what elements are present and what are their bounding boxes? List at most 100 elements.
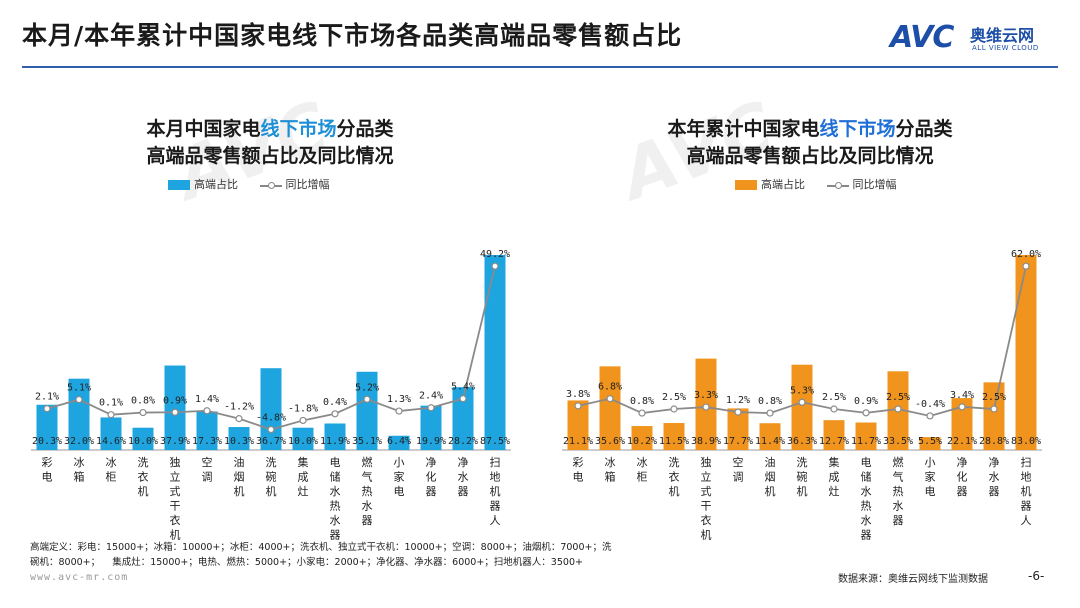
yoy-point xyxy=(459,395,467,403)
yoy-value-label: 5.1% xyxy=(67,383,91,394)
bar xyxy=(919,437,941,450)
category-label: 净化器 xyxy=(957,455,968,498)
category-label: 电储水热水器 xyxy=(330,456,341,542)
bar-value-label: 83.0% xyxy=(1011,436,1041,447)
yoy-point xyxy=(427,404,435,412)
yoy-point xyxy=(363,395,371,403)
footnote-line2: 碗机：8000+； 集成灶：15000+；电热、燃热：5000+；小家电：200… xyxy=(30,557,583,568)
category-label: 彩电 xyxy=(573,456,584,484)
yoy-point xyxy=(203,407,211,415)
legend-bar-label: 高端占比 xyxy=(194,178,238,191)
footnote-line1: 高端定义：彩电：15000+；冰箱：10000+；冰柜：4000+；洗衣机、独立… xyxy=(30,542,612,553)
chart-legend-monthly: 高端占比 同比增幅 xyxy=(168,176,330,192)
bar xyxy=(567,400,589,450)
category-label: 空调 xyxy=(202,455,213,484)
footnote: 高端定义：彩电：15000+；冰箱：10000+；冰柜：4000+；洗衣机、独立… xyxy=(30,540,660,570)
chart-title-monthly: 本月中国家电线下市场分品类 高端品零售额占比及同比情况 xyxy=(0,116,540,170)
yoy-value-label: 0.4% xyxy=(323,397,347,408)
bar xyxy=(855,422,877,450)
bar-value-label: 17.7% xyxy=(723,436,753,447)
category-label: 电储水热水器 xyxy=(861,456,872,542)
yoy-value-label: 0.8% xyxy=(630,396,654,407)
category-label: 集成灶 xyxy=(829,455,840,498)
legend-line-swatch xyxy=(826,180,849,190)
bar xyxy=(260,368,282,450)
bar-value-label: 20.3% xyxy=(32,436,62,447)
bar xyxy=(484,255,506,450)
bar-value-label: 14.6% xyxy=(96,436,126,447)
yoy-value-label: 1.2% xyxy=(726,395,750,406)
bar-value-label: 87.5% xyxy=(480,436,510,447)
category-label: 洗碗机 xyxy=(797,456,808,498)
bar-value-label: 11.7% xyxy=(851,436,881,447)
chart-legend-ytd: 高端占比 同比增幅 xyxy=(735,176,897,192)
category-label: 净化器 xyxy=(426,455,437,498)
bar xyxy=(791,364,813,450)
yoy-value-label: 0.9% xyxy=(854,396,878,407)
bar-value-label: 22.1% xyxy=(947,436,977,447)
yoy-value-label: 1.4% xyxy=(195,394,219,405)
category-label: 燃气热水器 xyxy=(362,455,373,527)
bar-value-label: 36.7% xyxy=(256,436,286,447)
yoy-point xyxy=(734,408,742,416)
yoy-value-label: 49.2% xyxy=(480,249,510,260)
legend-line-label: 同比增幅 xyxy=(852,178,897,191)
bar-value-label: 10.0% xyxy=(128,436,158,447)
yoy-point xyxy=(574,402,582,410)
yoy-point xyxy=(894,405,902,413)
bar xyxy=(951,398,973,450)
bar-value-label: 10.0% xyxy=(288,436,318,447)
bar-value-label: 19.9% xyxy=(416,436,446,447)
yoy-point xyxy=(331,410,339,418)
bar-value-label: 21.1% xyxy=(563,436,593,447)
yoy-value-label: 2.5% xyxy=(982,392,1006,403)
category-label: 扫地机器人 xyxy=(490,456,501,527)
bar xyxy=(164,365,186,450)
yoy-value-label: 2.5% xyxy=(886,392,910,403)
bar-value-label: 35.1% xyxy=(352,436,382,447)
yoy-point xyxy=(638,409,646,417)
yoy-value-label: -4.8% xyxy=(256,413,286,424)
yoy-point xyxy=(862,409,870,417)
yoy-point xyxy=(958,403,966,411)
bar-value-label: 33.5% xyxy=(883,436,913,447)
website-url: www.avc-mr.com xyxy=(30,572,129,583)
legend-line-label: 同比增幅 xyxy=(285,178,330,191)
chart-panel-monthly: 本月中国家电线下市场分品类 高端品零售额占比及同比情况 高端占比 同比增幅 20… xyxy=(0,110,540,542)
yoy-value-label: 3.3% xyxy=(694,390,718,401)
yoy-value-label: 0.1% xyxy=(99,398,123,409)
bar-value-label: 10.3% xyxy=(224,436,254,447)
yoy-value-label: -0.4% xyxy=(915,399,945,410)
category-label: 小家电 xyxy=(925,456,936,498)
yoy-point xyxy=(267,425,275,434)
bar xyxy=(727,408,749,450)
bar xyxy=(324,423,346,450)
bar-value-label: 32.0% xyxy=(64,436,94,447)
bar xyxy=(663,422,685,450)
yoy-value-label: -1.2% xyxy=(224,402,254,413)
bar-value-label: 35.6% xyxy=(595,436,625,447)
yoy-point xyxy=(766,409,774,417)
chart-ytd: 21.1% 彩电 35.6% 冰箱 10.2% 冰柜 11.5% 洗衣机 38.9% 独立式干衣机… xyxy=(562,249,1042,542)
yoy-point xyxy=(139,408,147,417)
yoy-value-label: 5.3% xyxy=(790,385,814,396)
yoy-point xyxy=(606,395,614,403)
yoy-point xyxy=(702,403,710,411)
bar xyxy=(420,405,442,450)
category-label: 小家电 xyxy=(394,456,405,498)
yoy-value-label: 2.5% xyxy=(662,392,686,403)
bar-value-label: 28.2% xyxy=(448,436,478,447)
chart-title-ytd: 本年累计中国家电线下市场分品类 高端品零售额占比及同比情况 xyxy=(540,116,1080,170)
bar-value-label: 11.4% xyxy=(755,436,785,447)
page-title: 本月/本年累计中国家电线下市场各品类高端品零售额占比 xyxy=(22,21,683,50)
category-label: 净水器 xyxy=(458,455,469,498)
yoy-value-label: 6.8% xyxy=(598,382,622,393)
bar xyxy=(1015,255,1037,450)
bar xyxy=(599,366,621,450)
bar-value-label: 6.4% xyxy=(387,436,411,447)
yoy-value-label: 2.5% xyxy=(822,392,846,403)
yoy-point xyxy=(75,395,83,404)
chart-title-part: 本月中国家电 xyxy=(146,118,261,140)
bar-value-label: 10.2% xyxy=(627,436,657,447)
bar-value-label: 12.7% xyxy=(819,436,849,447)
